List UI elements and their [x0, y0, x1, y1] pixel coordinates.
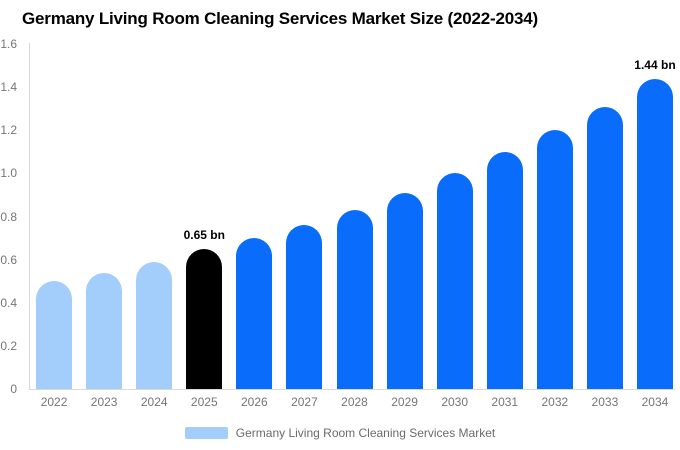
y-tick-1.4: 1.4 [0, 80, 17, 95]
x-axis-line [29, 389, 675, 390]
x-tick-2034: 2034 [641, 395, 669, 409]
y-tick-0: 0 [10, 382, 17, 396]
bar-2022 [36, 281, 73, 389]
bar-slot-2022 [29, 0, 79, 389]
bar-slot-2027 [279, 0, 329, 389]
plot-area: 0.65 bn 1.44 bn [29, 0, 680, 389]
y-tick-1.6: 1.6 [0, 37, 17, 51]
bar-2032 [536, 130, 573, 389]
bar-slot-2031 [480, 0, 530, 389]
bar-slot-2023 [79, 0, 129, 389]
y-tick-1.2: 1.2 [0, 123, 17, 138]
bar-2027 [286, 225, 323, 389]
y-tick-0.4: 0.4 [0, 295, 17, 310]
bar-2029 [386, 192, 423, 389]
x-tick-2031: 2031 [491, 395, 519, 409]
bar-slot-2026 [229, 0, 279, 389]
bar-slot-2025: 0.65 bn [179, 0, 229, 389]
y-tick-0.8: 0.8 [0, 209, 17, 224]
bar-2023 [86, 272, 123, 389]
bar-slot-2033 [580, 0, 630, 389]
x-tick-2029: 2029 [391, 395, 418, 409]
x-tick-2027: 2027 [291, 395, 318, 409]
bar-slot-2029 [380, 0, 430, 389]
legend: Germany Living Room Cleaning Services Ma… [0, 426, 680, 440]
bar-slot-2024 [129, 0, 179, 389]
bar-2034 [636, 78, 673, 389]
bar-slot-2034: 1.44 bn [630, 0, 680, 389]
x-tick-2023: 2023 [90, 395, 118, 409]
bar-2026 [236, 238, 273, 389]
bar-slot-2028 [329, 0, 379, 389]
x-tick-2026: 2026 [241, 395, 268, 409]
x-tick-2028: 2028 [341, 395, 368, 409]
bar-2030 [436, 173, 473, 389]
x-axis: 2022 2023 2024 2025 2026 2027 2028 2029 2030 2031… [29, 395, 680, 409]
y-axis: 1.6 1.4 1.2 1.0 0.8 0.6 0.4 0.2 0 [0, 0, 17, 450]
bar-2028 [336, 210, 373, 389]
bar-slot-2030 [430, 0, 480, 389]
x-tick-2025: 2025 [190, 395, 218, 409]
chart-title: Germany Living Room Cleaning Services Ma… [22, 9, 538, 28]
bar-2024 [136, 261, 173, 389]
x-tick-2024: 2024 [140, 395, 168, 409]
y-tick-0.2: 0.2 [0, 338, 17, 353]
legend-label: Germany Living Room Cleaning Services Ma… [235, 426, 496, 440]
legend-swatch [184, 427, 228, 439]
legend-item: Germany Living Room Cleaning Services Ma… [184, 426, 496, 440]
value-label-2025: 0.65 bn [183, 227, 225, 242]
bar-slot-2032 [530, 0, 580, 389]
x-tick-2022: 2022 [40, 395, 68, 409]
bar-2025 [186, 248, 223, 389]
y-tick-1.0: 1.0 [0, 166, 17, 181]
y-tick-0.6: 0.6 [0, 252, 17, 267]
x-tick-2032: 2032 [541, 395, 569, 409]
value-label-2034: 1.44 bn [634, 57, 676, 72]
bar-2031 [486, 151, 523, 389]
y-axis-line [29, 43, 30, 389]
x-tick-2030: 2030 [441, 395, 469, 409]
bar-2033 [586, 106, 623, 389]
x-tick-2033: 2033 [591, 395, 619, 409]
